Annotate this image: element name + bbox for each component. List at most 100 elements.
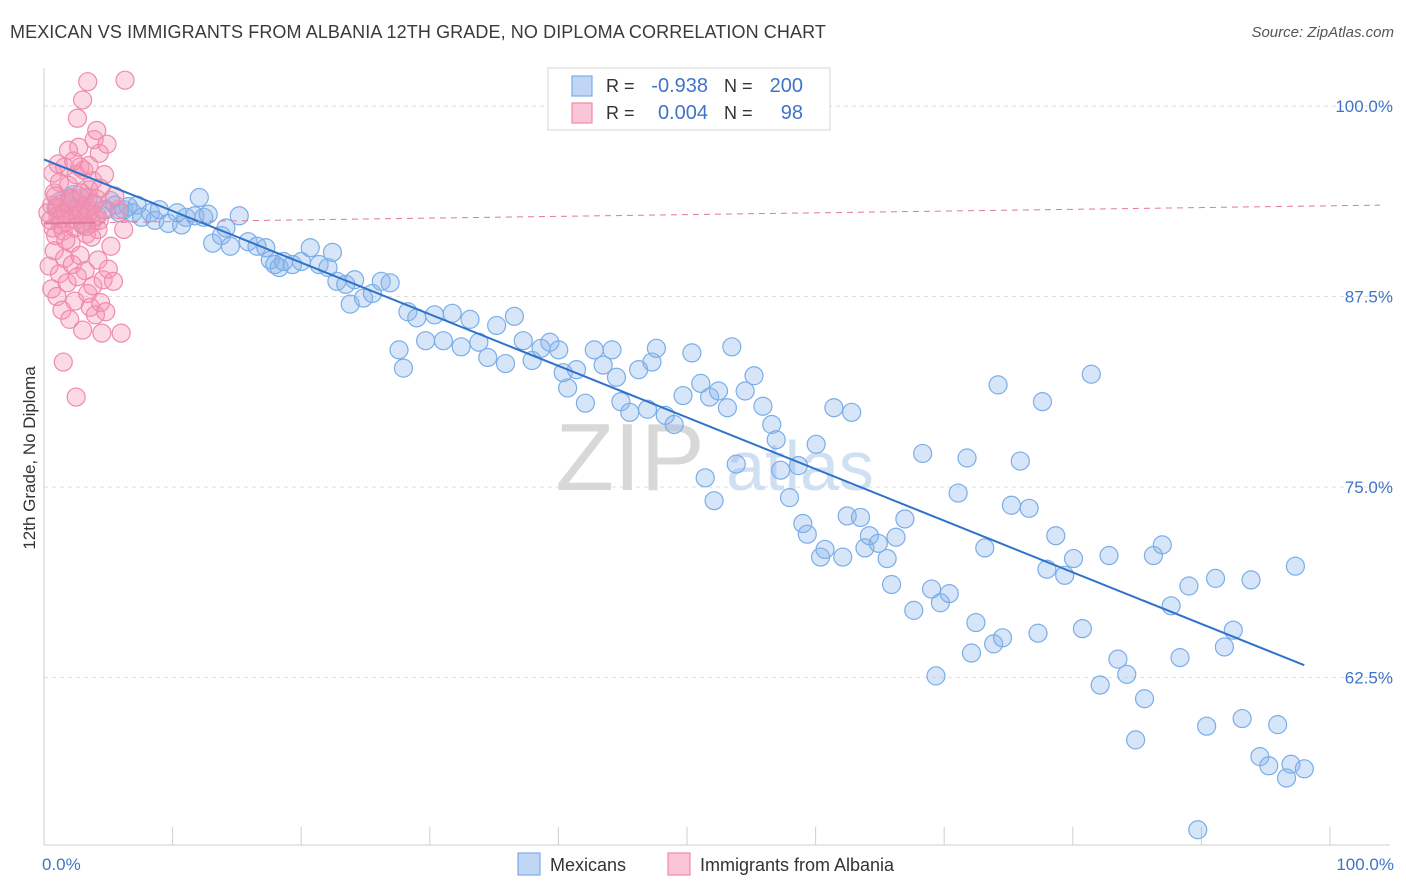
data-point [1001,495,1021,515]
data-point [98,259,118,279]
data-point [975,538,995,558]
chart-title: MEXICAN VS IMMIGRANTS FROM ALBANIA 12TH … [10,22,826,42]
data-point [424,305,445,325]
data-point [478,347,498,368]
data-point [708,381,729,401]
data-point [779,488,800,508]
data-point [1046,526,1066,546]
data-point [1285,556,1306,576]
data-point [220,236,240,256]
data-point [487,315,507,336]
data-point [198,204,218,224]
data-point [1099,545,1119,566]
data-point [722,337,742,357]
data-points [38,70,1314,840]
bottom-legend-swatch [517,852,541,876]
data-point [70,245,90,265]
data-point [1117,664,1137,684]
data-point [504,306,524,326]
data-point [189,187,209,208]
data-point [1134,689,1155,709]
axes: 100.0% 87.5% 75.0% 62.5% 0.0% 100.0% [42,68,1394,874]
data-point [393,358,414,378]
data-point [97,134,117,154]
data-point [868,533,888,553]
data-point [575,393,595,413]
data-point [620,402,640,422]
data-point [1205,568,1226,588]
data-point [1214,637,1235,657]
data-point [67,108,88,128]
x-tick-label: 100.0% [1336,855,1394,874]
data-point [549,340,569,360]
data-point [1032,392,1053,412]
data-point [673,385,693,406]
legend-n-label: N = [724,76,753,96]
data-point [957,448,977,468]
data-point [1028,623,1048,643]
data-point [806,434,826,454]
data-point [72,90,93,110]
data-point [76,216,97,237]
data-point [913,443,933,464]
data-point [691,373,711,393]
data-point [416,331,436,351]
data-point [93,200,113,220]
data-point [1188,820,1208,840]
data-point [1259,756,1279,776]
data-point [76,224,97,244]
data-point [1108,649,1128,669]
data-point [766,430,786,450]
series-albania [38,70,135,407]
data-point [1063,548,1084,569]
bottom-legend-label: Mexicans [550,855,626,875]
data-point [606,367,627,387]
trend-line-albania-solid [43,221,96,225]
data-point [637,399,658,419]
watermark: ZIP atlas [555,404,874,511]
data-point [558,378,578,398]
data-point [771,460,791,480]
data-point [61,189,81,209]
data-point [1010,451,1030,471]
data-point [926,666,946,686]
x-tick-label: 0.0% [42,855,81,874]
data-point [72,320,93,340]
data-point [460,309,480,329]
data-point [67,267,88,287]
data-point [735,381,755,401]
legend-r-value: -0.938 [651,75,708,97]
data-point [495,353,516,374]
watermark-atlas: atlas [726,427,874,505]
data-point [602,340,622,360]
data-point [380,273,400,293]
data-point [1152,535,1172,555]
y-tick-label: 75.0% [1345,478,1393,497]
data-point [877,548,897,569]
bottom-legend-label: Immigrants from Albania [700,855,895,875]
data-point [45,186,66,206]
data-point [81,227,102,247]
bottom-legend: Mexicans Immigrants from Albania [517,852,895,876]
data-point [48,154,68,174]
data-point [229,206,249,226]
data-point [83,276,103,296]
data-point [988,375,1008,395]
data-point [1072,619,1092,639]
legend-box [547,67,831,131]
data-point [53,352,73,372]
data-point [966,612,986,633]
data-point [101,236,121,256]
data-point [43,163,63,183]
trend-line-albania [43,204,1381,224]
data-point [66,387,86,407]
legend-swatch [571,75,593,97]
data-point [793,513,813,534]
data-point [79,155,99,176]
data-point [513,331,533,351]
data-point [57,273,77,293]
data-point [111,323,131,343]
data-point [762,414,782,435]
data-point [948,483,968,503]
